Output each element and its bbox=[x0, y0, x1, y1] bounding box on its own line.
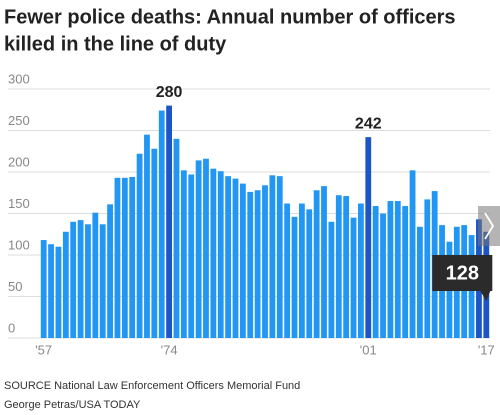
bar bbox=[232, 178, 239, 338]
bar bbox=[321, 186, 327, 338]
bar bbox=[203, 158, 209, 338]
y-tick-label: 150 bbox=[8, 196, 30, 211]
data-label: 242 bbox=[355, 115, 382, 132]
bar bbox=[247, 191, 254, 338]
bar bbox=[335, 195, 342, 338]
bar bbox=[48, 244, 54, 338]
bar bbox=[70, 221, 77, 338]
credit: George Petras/USA TODAY bbox=[4, 399, 141, 411]
next-arrow-icon bbox=[484, 212, 495, 240]
bar bbox=[99, 224, 106, 338]
bar bbox=[417, 226, 423, 338]
bar bbox=[144, 134, 150, 338]
bar bbox=[129, 176, 136, 338]
bar bbox=[276, 176, 283, 338]
y-tick-label: 0 bbox=[8, 320, 15, 335]
bars bbox=[40, 105, 490, 338]
y-tick-label: 50 bbox=[8, 279, 22, 294]
bar bbox=[188, 174, 195, 338]
bar bbox=[158, 110, 165, 338]
bar bbox=[62, 231, 69, 338]
bar bbox=[306, 209, 313, 338]
x-tick-label: '74 bbox=[161, 342, 178, 357]
y-tick-label: 250 bbox=[8, 113, 30, 128]
bar bbox=[409, 170, 416, 338]
bar bbox=[85, 224, 91, 338]
bar bbox=[107, 204, 113, 338]
bar bbox=[365, 137, 372, 338]
bar bbox=[328, 221, 335, 338]
x-tick-label: '01 bbox=[360, 342, 377, 357]
y-tick-label: 300 bbox=[8, 71, 30, 86]
bar bbox=[210, 168, 217, 338]
bar bbox=[173, 138, 180, 338]
bar bbox=[114, 177, 121, 338]
bar bbox=[262, 185, 268, 338]
bar bbox=[298, 203, 305, 338]
x-tick-label: '17 bbox=[478, 342, 495, 357]
bar bbox=[372, 206, 379, 338]
bar bbox=[402, 206, 409, 338]
bar bbox=[217, 171, 224, 338]
bar bbox=[380, 213, 386, 338]
bar bbox=[291, 216, 298, 338]
bar bbox=[92, 212, 99, 338]
bar bbox=[121, 177, 128, 338]
bar bbox=[350, 217, 357, 338]
data-label: 280 bbox=[156, 84, 183, 101]
bar bbox=[284, 203, 291, 338]
bar bbox=[254, 190, 261, 338]
bar bbox=[40, 240, 47, 338]
bar bbox=[313, 190, 320, 338]
tooltip-pointer bbox=[480, 291, 491, 301]
bar bbox=[387, 201, 394, 338]
bar bbox=[136, 153, 143, 338]
chart-title: Fewer police deaths: Annual number of of… bbox=[4, 6, 456, 28]
source: SOURCE National Law Enforcement Officers… bbox=[4, 380, 300, 392]
labels: '57 '74 280 '01 242 '17 128 bbox=[35, 84, 495, 358]
x-tick-label: '57 bbox=[35, 342, 52, 357]
bar bbox=[166, 105, 172, 338]
bar bbox=[343, 196, 350, 338]
bar bbox=[269, 175, 276, 338]
tooltip-box bbox=[432, 255, 493, 291]
bar bbox=[55, 246, 62, 338]
bar bbox=[77, 220, 84, 338]
bar bbox=[225, 176, 232, 338]
bar bbox=[180, 170, 187, 338]
y-tick-label: 200 bbox=[8, 154, 30, 169]
y-tick-label: 100 bbox=[8, 237, 30, 252]
data-label: 128 bbox=[446, 262, 479, 284]
chart-title: killed in the line of duty bbox=[4, 33, 227, 55]
bar bbox=[239, 183, 246, 338]
bar bbox=[358, 203, 364, 338]
bar bbox=[394, 201, 401, 338]
bar bbox=[151, 148, 158, 338]
bar bbox=[195, 160, 202, 338]
bar bbox=[424, 199, 431, 338]
next-arrow-button[interactable] bbox=[478, 206, 500, 246]
